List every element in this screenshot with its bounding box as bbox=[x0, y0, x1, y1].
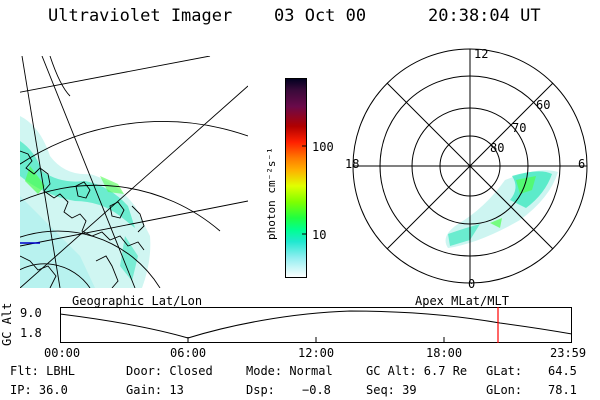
altitude-xticks bbox=[187, 337, 445, 343]
geographic-map-label: Geographic Lat/Lon bbox=[72, 294, 203, 308]
altitude-ytick-1.8: 1.8 bbox=[20, 326, 42, 340]
instrument-title: Ultraviolet Imager bbox=[48, 6, 233, 26]
polar-plot-label: Apex MLat/MLT bbox=[415, 294, 509, 308]
altitude-curve bbox=[60, 310, 572, 339]
gain-info: Gain: 13 bbox=[126, 383, 184, 397]
polar-plot bbox=[352, 48, 588, 284]
colorbar-tick-100: 100 bbox=[312, 140, 334, 154]
mlt-label-6: 6 bbox=[578, 157, 586, 171]
gc-alt-info: GC Alt: 6.7 Re bbox=[366, 364, 468, 378]
polar-aurora bbox=[445, 170, 558, 248]
mlt-label-0: 0 bbox=[468, 277, 476, 291]
dsp-label: Dsp: bbox=[246, 383, 275, 397]
image-date: 03 Oct 00 bbox=[274, 6, 367, 26]
colorbar-unit-label: photon cm⁻²s⁻¹ bbox=[265, 147, 278, 240]
coastlines bbox=[20, 150, 145, 288]
altitude-ytick-9: 9.0 bbox=[20, 306, 42, 320]
altitude-xtick-0000: 00:00 bbox=[44, 346, 81, 360]
colorbar-tick-10: 10 bbox=[312, 228, 327, 242]
image-time: 20:38:04 UT bbox=[428, 6, 541, 26]
mlat-label-60: 60 bbox=[536, 98, 551, 112]
altitude-xtick-1800: 18:00 bbox=[426, 346, 463, 360]
altitude-timeline[interactable] bbox=[60, 307, 572, 343]
altitude-xtick-1200: 12:00 bbox=[298, 346, 335, 360]
geographic-map bbox=[20, 56, 248, 288]
altitude-ylabel: GC Alt bbox=[0, 302, 14, 346]
ip-info: IP: 36.0 bbox=[10, 383, 68, 397]
altitude-xtick-0600: 06:00 bbox=[170, 346, 207, 360]
glon-label: GLon: bbox=[486, 383, 523, 397]
mlat-label-80: 80 bbox=[490, 141, 505, 155]
mlt-label-18: 18 bbox=[345, 157, 360, 171]
mode-info: Mode: Normal bbox=[246, 364, 333, 378]
map-gridlines bbox=[20, 56, 248, 288]
seq-info: Seq: 39 bbox=[366, 383, 417, 397]
color-bar bbox=[285, 78, 307, 278]
filter-info: Flt: LBHL bbox=[10, 364, 76, 378]
glat-value: 64.5 bbox=[548, 364, 577, 378]
mlt-label-12: 12 bbox=[474, 47, 489, 61]
aurora-emission bbox=[20, 116, 151, 288]
altitude-xtick-2359: 23:59 bbox=[550, 346, 587, 360]
glat-label: GLat: bbox=[486, 364, 523, 378]
glon-value: 78.1 bbox=[548, 383, 577, 397]
polar-grid bbox=[352, 48, 588, 284]
mlat-label-70: 70 bbox=[512, 121, 527, 135]
door-info: Door: Closed bbox=[126, 364, 213, 378]
dsp-value: −0.8 bbox=[302, 383, 331, 397]
